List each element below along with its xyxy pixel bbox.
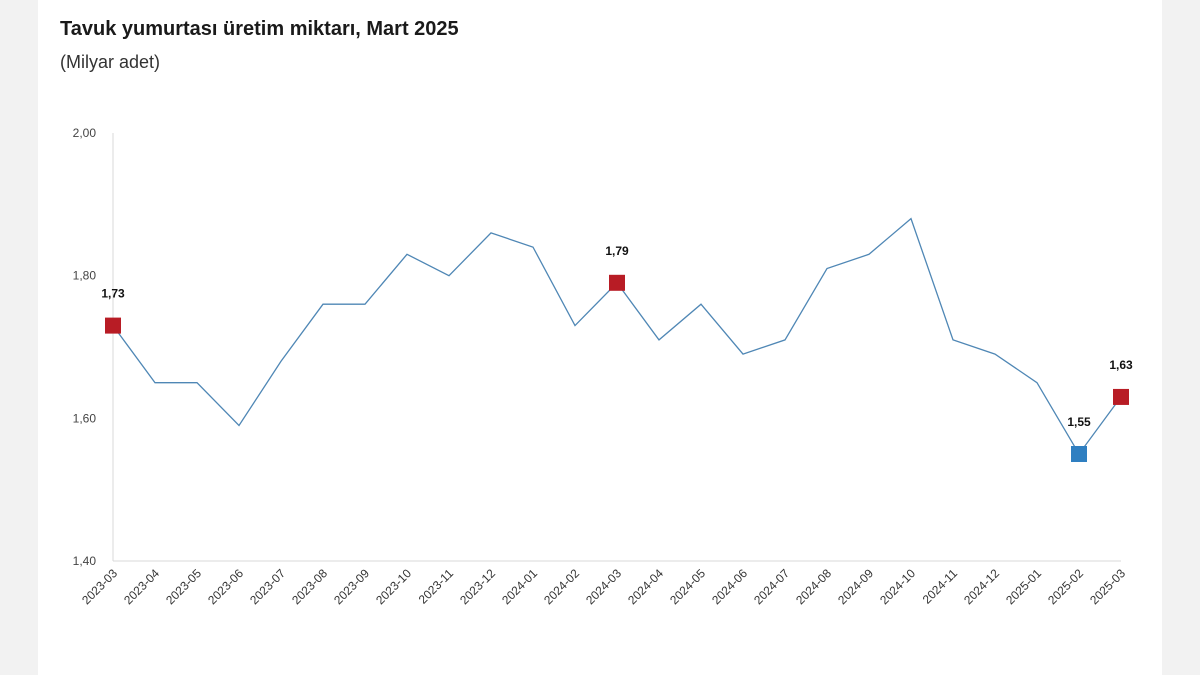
x-tick-label: 2024-02 bbox=[541, 566, 582, 607]
x-tick-label: 2023-04 bbox=[121, 566, 162, 607]
x-tick-label: 2023-06 bbox=[205, 566, 246, 607]
x-tick-label: 2024-10 bbox=[877, 566, 918, 607]
y-tick-label: 1,80 bbox=[73, 269, 97, 283]
data-label: 1,73 bbox=[101, 287, 125, 301]
x-tick-label: 2024-07 bbox=[751, 566, 792, 607]
chart-card bbox=[38, 0, 1162, 675]
x-tick-label: 2023-05 bbox=[163, 566, 204, 607]
x-tick-label: 2024-05 bbox=[667, 566, 708, 607]
highlight-marker bbox=[1113, 388, 1129, 405]
highlight-marker bbox=[105, 317, 121, 334]
highlight-marker bbox=[1071, 446, 1087, 462]
x-tick-label: 2025-03 bbox=[1087, 566, 1128, 607]
chart-title: Tavuk yumurtası üretim miktarı, Mart 202… bbox=[60, 18, 459, 40]
x-tick-label: 2023-09 bbox=[331, 566, 372, 607]
x-tick-label: 2024-08 bbox=[793, 566, 834, 607]
highlight-marker bbox=[609, 274, 625, 291]
data-label: 1,79 bbox=[605, 244, 629, 258]
x-tick-label: 2023-07 bbox=[247, 566, 288, 607]
x-tick-label: 2025-01 bbox=[1003, 566, 1044, 607]
x-tick-label: 2024-12 bbox=[961, 566, 1002, 607]
x-tick-labels: 2023-03 2023-04 2023-05 2023-06 2023-07 2023-… bbox=[79, 566, 1128, 607]
y-tick-label: 2,00 bbox=[73, 126, 97, 140]
x-tick-label: 2023-12 bbox=[457, 566, 498, 607]
x-tick-label: 2024-06 bbox=[709, 566, 750, 607]
x-tick-label: 2024-03 bbox=[583, 566, 624, 607]
x-tick-label: 2023-10 bbox=[373, 566, 414, 607]
data-label: 1,63 bbox=[1109, 358, 1133, 372]
x-tick-label: 2023-11 bbox=[416, 566, 457, 607]
x-tick-label: 2023-08 bbox=[289, 566, 330, 607]
data-label: 1,55 bbox=[1067, 415, 1091, 429]
x-tick-label: 2024-09 bbox=[835, 566, 876, 607]
y-tick-labels: 1,40 1,60 1,80 2,00 bbox=[73, 126, 97, 568]
y-tick-label: 1,40 bbox=[73, 554, 97, 568]
chart-subtitle: (Milyar adet) bbox=[60, 52, 161, 72]
x-tick-label: 2025-02 bbox=[1045, 566, 1086, 607]
x-tick-label: 2024-11 bbox=[920, 566, 961, 607]
highlight-markers: 1,73 1,79 1,55 1,63 bbox=[101, 244, 1133, 462]
x-tick-label: 2024-01 bbox=[499, 566, 540, 607]
x-tick-label: 2024-04 bbox=[625, 566, 666, 607]
x-tick-label: 2023-03 bbox=[79, 566, 120, 607]
y-tick-label: 1,60 bbox=[73, 411, 97, 425]
